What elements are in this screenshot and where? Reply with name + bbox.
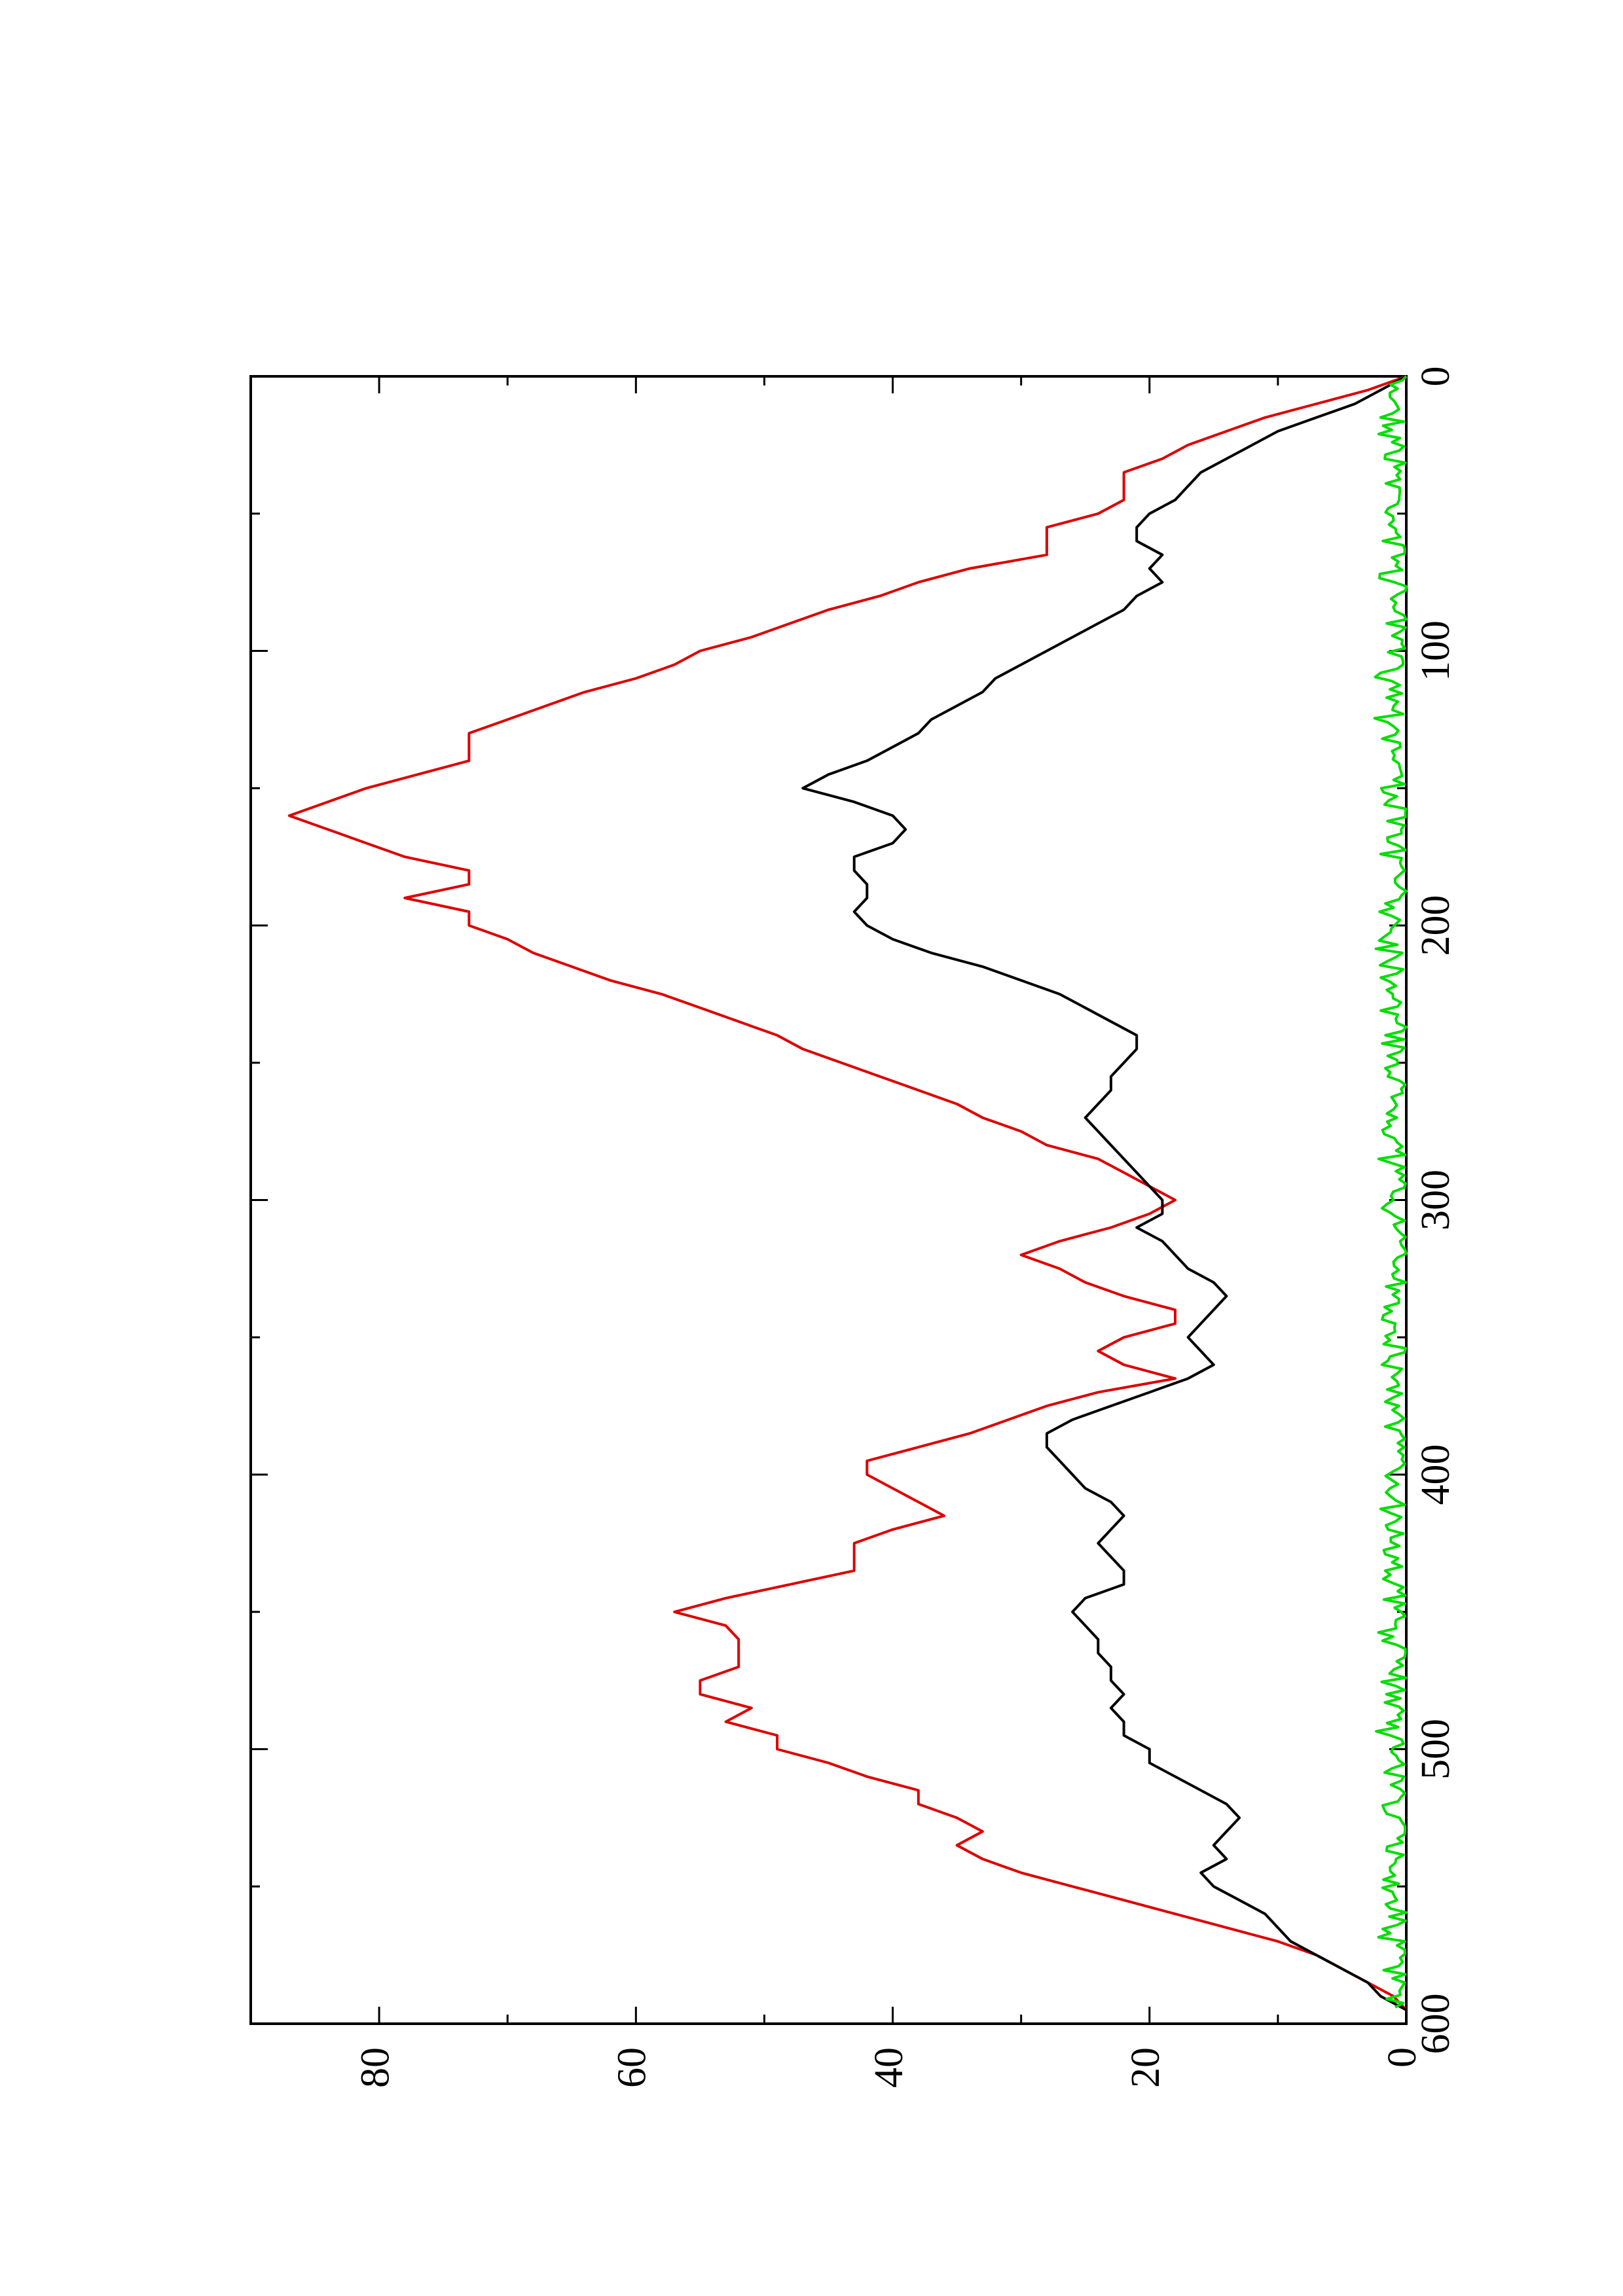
- x-tick-label: 400: [1413, 1444, 1458, 1505]
- y-tick-label: 60: [610, 2047, 655, 2088]
- x-tick-label: 100: [1413, 620, 1458, 681]
- plot-frame: [249, 375, 1408, 2025]
- y-tick-label: 80: [353, 2047, 397, 2088]
- x-tick-label: 0: [1413, 367, 1458, 387]
- x-tick-label: 200: [1413, 895, 1458, 956]
- y-tick-label: 0: [1380, 2047, 1425, 2068]
- series-red-line: [287, 375, 1408, 2011]
- y-tick-label: 20: [1123, 2047, 1168, 2088]
- series-black-line: [801, 375, 1407, 2011]
- y-tick-label: 40: [867, 2047, 911, 2088]
- x-tick-label: 300: [1413, 1170, 1458, 1230]
- series-green-line: [1373, 375, 1408, 2009]
- x-tick-label: 600: [1413, 1994, 1458, 2054]
- x-tick-label: 500: [1413, 1719, 1458, 1780]
